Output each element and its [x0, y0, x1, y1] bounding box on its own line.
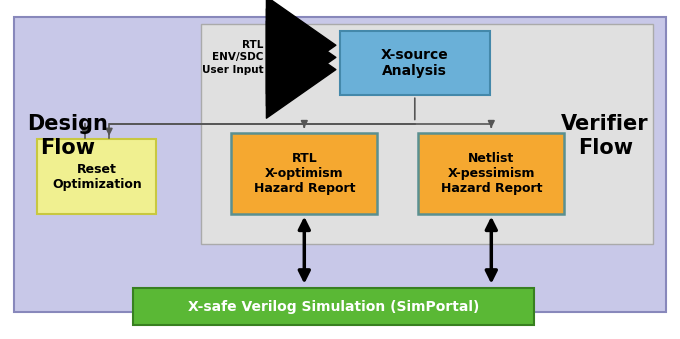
Text: Reset
Optimization: Reset Optimization — [52, 162, 141, 191]
Text: RTL: RTL — [243, 40, 264, 50]
Text: ENV/SDC: ENV/SDC — [212, 53, 264, 62]
Text: X-safe Verilog Simulation (SimPortal): X-safe Verilog Simulation (SimPortal) — [188, 300, 479, 314]
Text: Verifier
Flow: Verifier Flow — [562, 114, 649, 158]
FancyBboxPatch shape — [418, 133, 564, 214]
FancyBboxPatch shape — [14, 18, 666, 312]
FancyBboxPatch shape — [340, 31, 490, 95]
FancyBboxPatch shape — [133, 288, 534, 325]
Text: RTL
X-optimism
Hazard Report: RTL X-optimism Hazard Report — [254, 152, 355, 195]
Text: Netlist
X-pessimism
Hazard Report: Netlist X-pessimism Hazard Report — [441, 152, 542, 195]
Text: User Input: User Input — [202, 65, 264, 75]
FancyBboxPatch shape — [231, 133, 377, 214]
FancyBboxPatch shape — [201, 24, 653, 244]
Text: X-source
Analysis: X-source Analysis — [381, 48, 449, 78]
Text: Design
Flow: Design Flow — [28, 114, 108, 158]
FancyBboxPatch shape — [37, 139, 156, 214]
